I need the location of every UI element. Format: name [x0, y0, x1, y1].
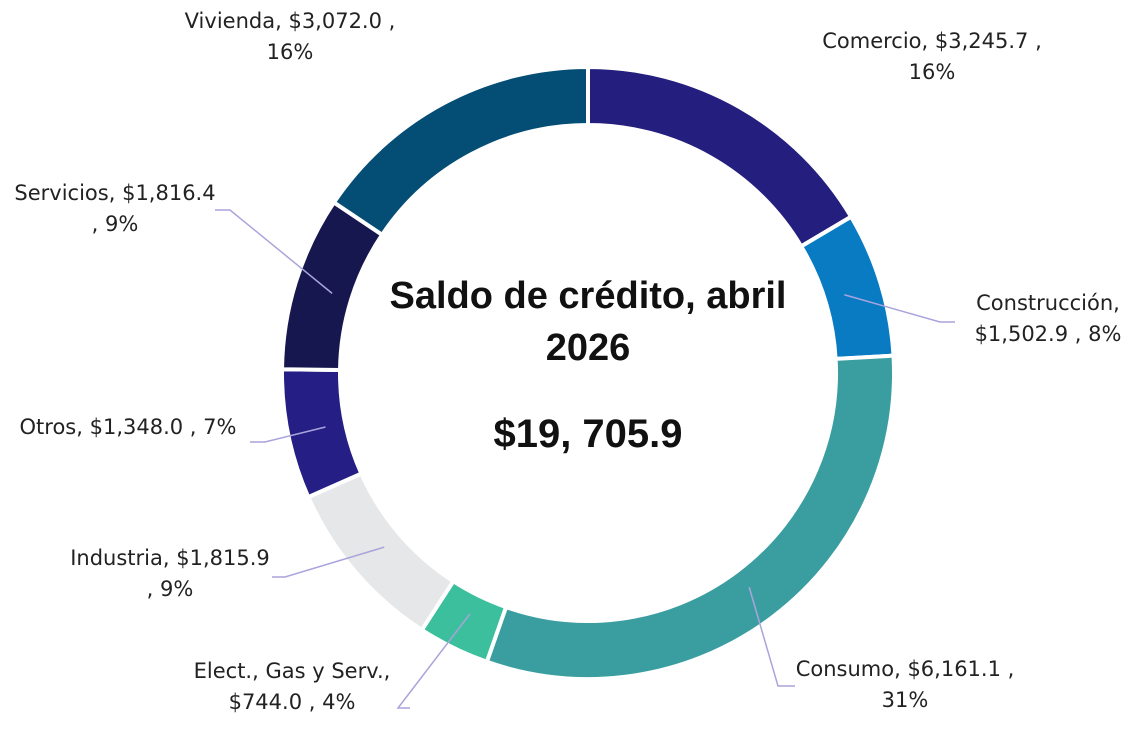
value-label: $744.0 , 4%: [228, 690, 356, 714]
slice-label: Otros, $1,348.0 , 7%: [3, 412, 253, 443]
value-label: $1,502.9 , 8%: [974, 322, 1122, 346]
slice: [305, 470, 457, 633]
category-label: Servicios,: [14, 181, 116, 205]
value-label: $1,815.9 , 9%: [146, 546, 270, 601]
category-label: Industria,: [70, 546, 170, 570]
leader-line: [215, 209, 333, 294]
value-label: $1,816.4 , 9%: [91, 181, 216, 236]
value-label: $1,348.0 , 7%: [89, 415, 237, 439]
category-label: Vivienda,: [184, 9, 282, 33]
category-label: Otros,: [19, 415, 83, 439]
total-label: $19, 705.9: [493, 412, 683, 456]
category-label: Construcción,: [976, 291, 1120, 315]
chart-title: Saldo de crédito, abril 2026: [389, 275, 787, 369]
slice: [484, 353, 896, 681]
leader-line: [272, 546, 385, 578]
leader-line: [844, 294, 955, 323]
slice-label: Industria, $1,815.9 , 9%: [65, 543, 275, 605]
value-label: $6,161.1 , 31%: [881, 657, 1015, 712]
value-label: $3,245.7 , 16%: [908, 29, 1042, 84]
slice-label: Elect., Gas y Serv., $744.0 , 4%: [187, 656, 397, 718]
slice-label: Servicios, $1,816.4 , 9%: [10, 178, 220, 240]
slice: [586, 64, 854, 250]
category-label: Comercio,: [822, 29, 929, 53]
slice: [798, 214, 896, 362]
slice-label: Construcción, $1,502.9 , 8%: [948, 288, 1142, 350]
category-label: Consumo,: [795, 657, 901, 681]
slice: [331, 64, 590, 238]
leader-line: [396, 613, 471, 709]
slice: [279, 199, 385, 373]
category-label: Elect., Gas y Serv.,: [193, 659, 391, 683]
slice-label: Consumo, $6,161.1 , 31%: [790, 654, 1020, 716]
slice: [280, 367, 364, 500]
slice-label: Comercio, $3,245.7 , 16%: [817, 26, 1047, 88]
leader-line: [250, 426, 326, 443]
leader-line: [748, 586, 795, 687]
slice-label: Vivienda, $3,072.0 , 16%: [175, 6, 405, 68]
value-label: $3,072.0 , 16%: [266, 9, 396, 64]
